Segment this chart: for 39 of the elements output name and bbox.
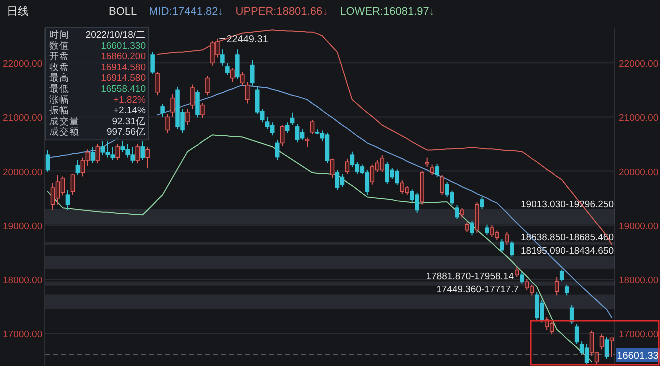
y2-tick-label: 18000.00 bbox=[619, 275, 659, 286]
ref-line: 16601.33 bbox=[44, 348, 660, 362]
annotation: 开盘 bbox=[50, 50, 70, 63]
annotation: 16914.580 bbox=[101, 73, 146, 84]
y2-tick-label: 22000.00 bbox=[619, 59, 659, 70]
legend: BOLL MID:17441.82↓ UPPER:18801.66↓ LOWER:16081.97↓ bbox=[109, 6, 435, 18]
annotation: 22449.31 bbox=[226, 34, 269, 46]
band-label: 17449.360-17717.7 bbox=[436, 284, 520, 296]
annotation: 16558.410 bbox=[101, 84, 146, 95]
annotation: +2.14% bbox=[114, 106, 147, 117]
annotation: 收盘 bbox=[50, 61, 70, 74]
y2-tick-label: 20000.00 bbox=[619, 167, 659, 178]
y-tick-label: 17000.00 bbox=[3, 330, 43, 341]
chart-title: 日线 bbox=[7, 5, 29, 18]
y-tick-label: 18000.00 bbox=[3, 275, 43, 286]
annotation: 涨幅 bbox=[50, 94, 70, 106]
annotation: 最高 bbox=[50, 72, 70, 84]
annotation: 92.31亿 bbox=[112, 116, 146, 128]
annotation: 成交量 bbox=[50, 115, 80, 128]
annotation: 数值 bbox=[50, 40, 70, 52]
annotation: 16914.580 bbox=[101, 62, 146, 74]
annotation: 2022/10/18/二 bbox=[86, 30, 146, 41]
y2-tick-label: 21000.00 bbox=[619, 113, 659, 124]
y-tick-label: 19000.00 bbox=[3, 221, 43, 232]
ref-line-label: 16601.33 bbox=[617, 351, 660, 362]
annotation: 时间 bbox=[50, 29, 70, 41]
annotation: 振幅 bbox=[50, 104, 70, 117]
annotation: 最低 bbox=[50, 84, 70, 95]
annotation: 997.56亿 bbox=[106, 127, 146, 138]
annotation: 16860.200 bbox=[101, 52, 146, 63]
annotation: +1.82% bbox=[114, 94, 147, 106]
band-label: 17881.870-17958.14 bbox=[426, 272, 514, 283]
y-tick-label: 21000.00 bbox=[3, 113, 43, 124]
annotation: 22449.31 bbox=[219, 34, 268, 46]
y-tick-label: 20000.00 bbox=[3, 167, 43, 178]
annotation: 成交额 bbox=[50, 126, 80, 138]
y2-tick-label: 19000.00 bbox=[619, 221, 659, 232]
annotation: 16601.330 bbox=[101, 40, 146, 52]
y-tick-label: 22000.00 bbox=[3, 59, 43, 70]
